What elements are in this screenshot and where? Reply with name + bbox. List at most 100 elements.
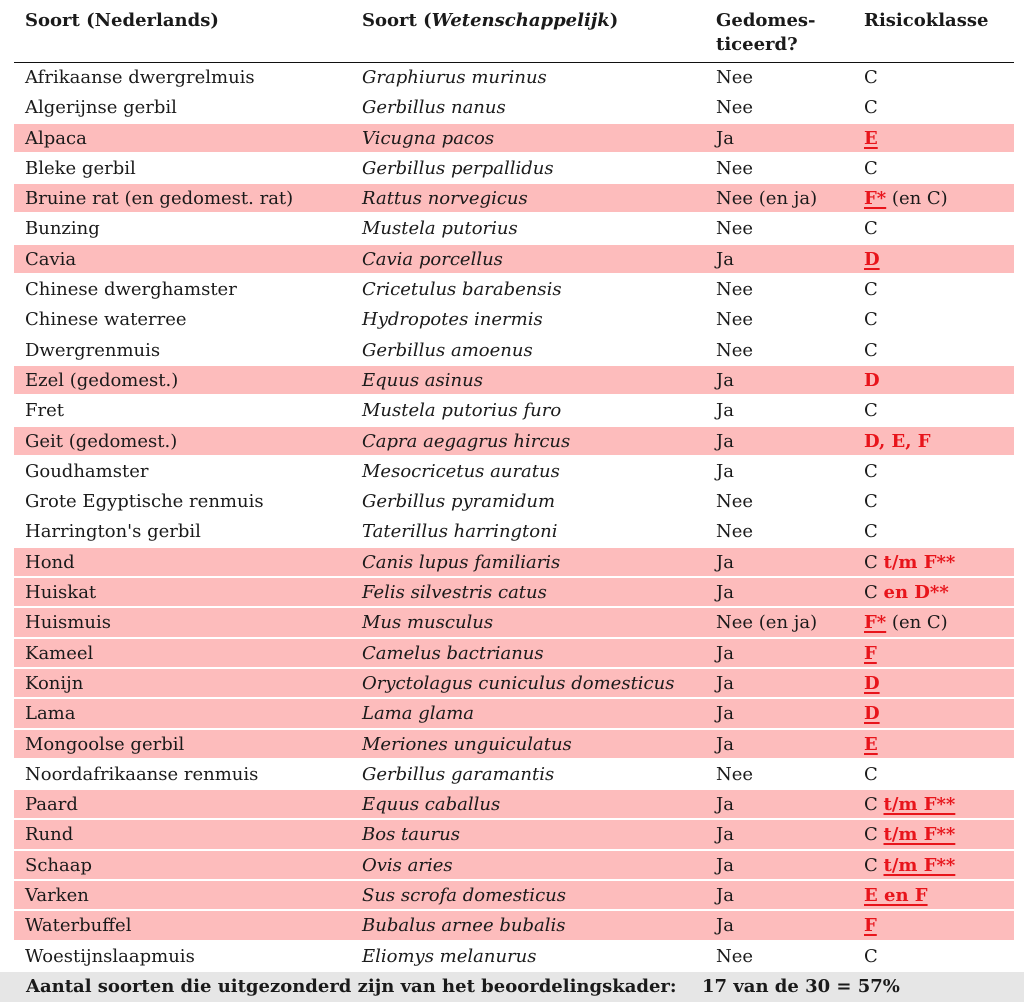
species-scientific-name: Hydropotes inermis — [362, 309, 543, 331]
header-domesticated-line1: Gedomes- — [716, 10, 816, 31]
species-scientific-name: Mesocricetus auratus — [362, 460, 560, 482]
species-dutch-name: Algerijnse gerbil — [25, 97, 177, 119]
species-risk-table: Soort (Nederlands) Soort (Wetenschappeli… — [14, 0, 1014, 972]
species-dutch-name: Grote Egyptische renmuis — [25, 491, 264, 513]
risk-class-value: D — [864, 245, 880, 275]
table-row: Fret Mustela putorius furo Ja C — [14, 396, 1014, 426]
domesticated-value: Ja — [716, 642, 734, 664]
header-domesticated: Gedomes-ticeerd? — [716, 9, 816, 57]
risk-class-part: C — [864, 794, 884, 816]
risk-class-part: t/m F** — [883, 794, 956, 816]
species-dutch-name: Goudhamster — [25, 460, 149, 482]
table-row: Lama Lama glama Ja D — [14, 699, 1014, 730]
domesticated-value: Ja — [716, 582, 734, 604]
species-scientific-name: Felis silvestris catus — [362, 582, 547, 604]
species-scientific-name: Gerbillus amoenus — [362, 339, 533, 361]
species-scientific-name: Bos taurus — [362, 824, 461, 846]
header-scientific-name: Soort (Wetenschappelijk) — [362, 9, 618, 33]
domesticated-value: Ja — [716, 430, 734, 452]
species-dutch-name: Lama — [25, 703, 76, 725]
risk-class-part: F* — [864, 612, 887, 634]
table-row: Afrikaanse dwergrelmuis Graphiurus murinu… — [14, 63, 1014, 93]
header-domesticated-line2: ticeerd? — [716, 34, 798, 55]
species-dutch-name: Chinese waterree — [25, 309, 187, 331]
species-scientific-name: Sus scrofa domesticus — [362, 885, 566, 907]
risk-class-value: C — [864, 214, 878, 244]
risk-class-value: F — [864, 911, 877, 941]
species-dutch-name: Bleke gerbil — [25, 157, 136, 179]
header-risk-class: Risicoklasse — [864, 10, 989, 31]
risk-class-part: D, E, F — [864, 430, 931, 452]
domesticated-value: Ja — [716, 400, 734, 422]
domesticated-value: Nee — [716, 157, 754, 179]
risk-class-value: C — [864, 336, 878, 366]
table-row: Bunzing Mustela putorius Nee C — [14, 214, 1014, 244]
domesticated-value: Ja — [716, 854, 734, 876]
risk-class-value: D — [864, 699, 880, 729]
species-scientific-name: Camelus bactrianus — [362, 642, 544, 664]
summary-label: Aantal soorten die uitgezonderd zijn van… — [26, 976, 677, 997]
risk-class-part: E — [864, 127, 878, 149]
species-dutch-name: Dwergrenmuis — [25, 339, 161, 361]
table-row: Mongoolse gerbil Meriones unguiculatus Ja E — [14, 729, 1014, 761]
species-scientific-name: Gerbillus garamantis — [362, 763, 555, 785]
table-row: Kameel Camelus bactrianus Ja F — [14, 638, 1014, 670]
risk-class-part: en D** — [883, 582, 949, 604]
table-header: Soort (Nederlands) Soort (Wetenschappeli… — [14, 0, 1014, 63]
table-row: Algerijnse gerbil Gerbillus nanus Nee C — [14, 93, 1014, 123]
species-scientific-name: Bubalus arnee bubalis — [362, 915, 566, 937]
domesticated-value: Nee — [716, 279, 754, 301]
domesticated-value: Nee — [716, 67, 754, 88]
species-scientific-name: Equus asinus — [362, 369, 483, 391]
species-dutch-name: Afrikaanse dwergrelmuis — [25, 67, 255, 88]
risk-class-part: t/m F** — [883, 854, 956, 876]
species-scientific-name: Ovis aries — [362, 854, 453, 876]
risk-class-part: F* — [864, 188, 887, 210]
domesticated-value: Nee (en ja) — [716, 612, 818, 634]
domesticated-value: Ja — [716, 551, 734, 573]
risk-class-value: C — [864, 760, 878, 790]
species-scientific-name: Rattus norvegicus — [362, 188, 528, 210]
risk-class-part: C — [864, 279, 878, 301]
risk-class-part: F — [864, 915, 877, 937]
species-scientific-name: Vicugna pacos — [362, 127, 495, 149]
table-row: Huismuis Mus musculus Nee (en ja) F* (en C) — [14, 608, 1014, 639]
table-row: Grote Egyptische renmuis Gerbillus pyrami… — [14, 487, 1014, 517]
risk-class-value: C t/m F** — [864, 548, 955, 578]
table-row: Chinese dwerghamster Cricetulus barabensi… — [14, 275, 1014, 305]
table-row: Konijn Oryctolagus cuniculus domesticus Ja… — [14, 668, 1014, 700]
risk-class-value: C — [864, 305, 878, 335]
domesticated-value: Nee — [716, 763, 754, 785]
risk-class-value: C en D** — [864, 578, 949, 608]
table-row: Bruine rat (en gedomest. rat) Rattus norv… — [14, 184, 1014, 215]
species-scientific-name: Capra aegagrus hircus — [362, 430, 571, 452]
table-row: Goudhamster Mesocricetus auratus Ja C — [14, 457, 1014, 487]
risk-class-value: F* (en C) — [864, 184, 948, 214]
table-row: Hond Canis lupus familiaris Ja C t/m F** — [14, 547, 1014, 579]
species-scientific-name: Gerbillus perpallidus — [362, 157, 554, 179]
species-dutch-name: Varken — [25, 885, 89, 907]
species-dutch-name: Harrington's gerbil — [25, 521, 201, 543]
table-row: Varken Sus scrofa domesticus Ja E en F — [14, 881, 1014, 912]
table-row: Noordafrikaanse renmuis Gerbillus garaman… — [14, 760, 1014, 790]
table-row: Cavia Cavia porcellus Ja D — [14, 244, 1014, 276]
species-scientific-name: Gerbillus nanus — [362, 97, 506, 119]
risk-class-value: C — [864, 517, 878, 547]
species-scientific-name: Gerbillus pyramidum — [362, 491, 556, 513]
domesticated-value: Nee — [716, 945, 754, 967]
domesticated-value: Ja — [716, 672, 734, 694]
species-dutch-name: Cavia — [25, 248, 77, 270]
table-row: Bleke gerbil Gerbillus perpallidus Nee C — [14, 154, 1014, 184]
risk-class-value: C — [864, 396, 878, 426]
species-dutch-name: Paard — [25, 794, 78, 816]
domesticated-value: Ja — [716, 733, 734, 755]
risk-class-value: E en F — [864, 881, 928, 911]
risk-class-part: C — [864, 67, 878, 88]
domesticated-value: Ja — [716, 703, 734, 725]
table-row: Rund Bos taurus Ja C t/m F** — [14, 820, 1014, 852]
species-dutch-name: Bruine rat (en gedomest. rat) — [25, 188, 294, 210]
domesticated-value: Nee — [716, 309, 754, 331]
risk-class-part: C — [864, 157, 878, 179]
risk-class-value: C — [864, 154, 878, 184]
risk-class-part: C — [864, 854, 884, 876]
